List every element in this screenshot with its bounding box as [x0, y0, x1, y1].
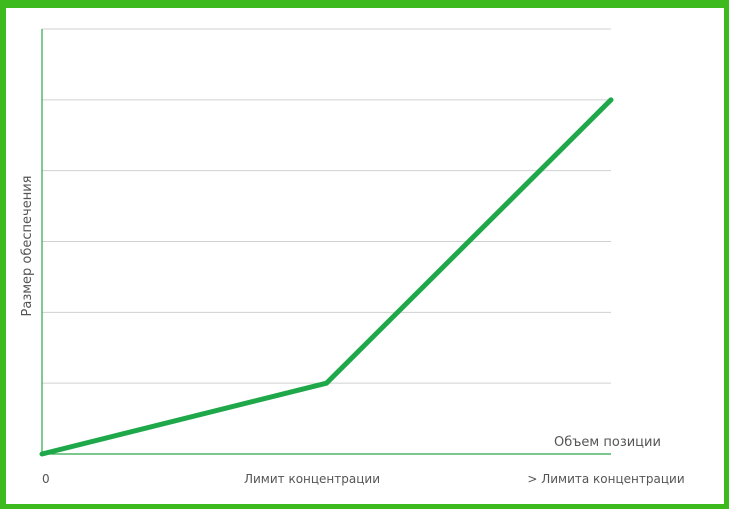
y-axis-label: Размер обеспечения [20, 176, 35, 317]
x-axis-label: Объем позиции [554, 435, 661, 450]
series-line [39, 97, 614, 457]
x-tick-label: > Лимита концентрации [527, 472, 684, 486]
grid-lines [42, 28, 611, 384]
x-tick-label: 0 [42, 472, 50, 486]
x-tick-label: Лимит концентрации [244, 472, 380, 486]
chart-svg: 0 Лимит концентрации > Лимита концентрации… [20, 28, 685, 486]
chart-frame: 0 Лимит концентрации > Лимита концентрации… [6, 8, 724, 504]
